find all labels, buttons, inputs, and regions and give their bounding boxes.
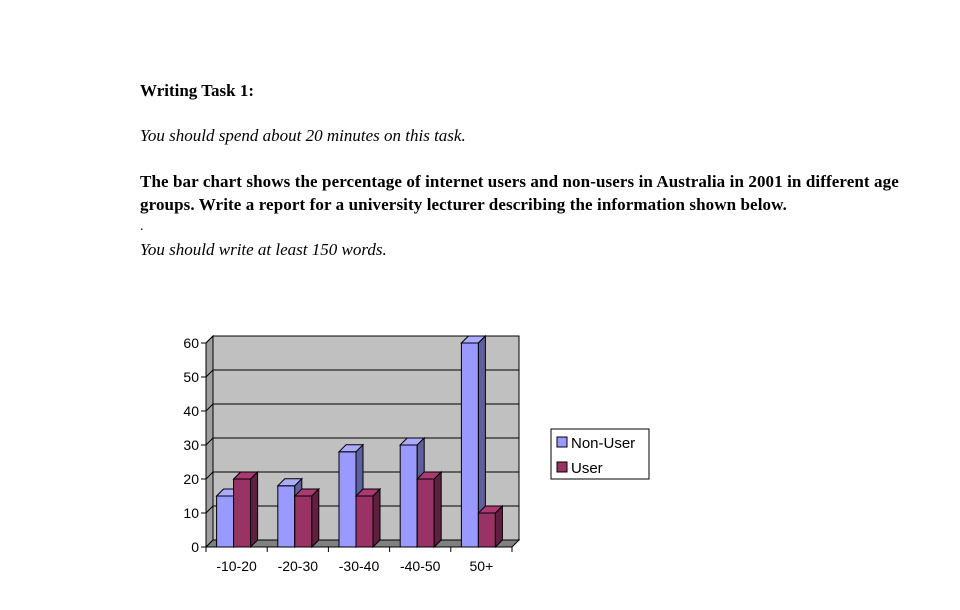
- bar-side-user-3: [372, 487, 381, 549]
- bar-user-3: [355, 495, 374, 548]
- separator-dot: .: [140, 219, 144, 234]
- gridline-side-20: [205, 471, 214, 480]
- bar-side-user-4: [433, 470, 442, 549]
- gridline-side-30: [205, 437, 214, 446]
- task-document: Writing Task 1: You should spend about 2…: [140, 78, 900, 261]
- gridline-side-10: [205, 505, 214, 514]
- bar-side-user-5: [494, 504, 503, 549]
- bar-non-user-4: [399, 444, 418, 548]
- time-instruction: You should spend about 20 minutes on thi…: [140, 126, 466, 145]
- legend-label-non-user: Non-User: [571, 435, 635, 452]
- task-prompt: The bar chart shows the percentage of in…: [140, 172, 899, 214]
- x-tick-label-1: -10-20: [216, 558, 257, 574]
- bar-side-user-1: [250, 470, 259, 549]
- y-tick-label-0: 0: [191, 539, 199, 555]
- bar-non-user-5: [460, 342, 479, 548]
- bar-user-1: [233, 478, 252, 548]
- y-tick-label-50: 50: [183, 369, 199, 385]
- y-tick-label-40: 40: [183, 403, 199, 419]
- x-tick-label-2: -20-30: [278, 558, 319, 574]
- bar-side-user-2: [311, 487, 320, 549]
- bar-non-user-2: [277, 485, 296, 548]
- y-tick-label-30: 30: [183, 437, 199, 453]
- x-tick-label-4: -40-50: [400, 558, 441, 574]
- y-tick-label-10: 10: [183, 505, 199, 521]
- gridline-side-50: [205, 369, 214, 378]
- x-tick-label-3: -30-40: [339, 558, 380, 574]
- task-heading: Writing Task 1:: [140, 81, 255, 100]
- bar-non-user-3: [338, 451, 357, 548]
- gridline-side-40: [205, 403, 214, 412]
- gridline-side-60: [205, 335, 214, 344]
- legend-swatch-user: [556, 461, 568, 473]
- x-tick-label-5: 50+: [470, 558, 494, 574]
- bar-user-2: [294, 495, 313, 548]
- y-tick-label-60: 60: [183, 335, 199, 351]
- y-tick-label-20: 20: [183, 471, 199, 487]
- word-count-instruction: You should write at least 150 words.: [140, 240, 387, 259]
- bar-non-user-1: [216, 495, 235, 548]
- bar-user-4: [416, 478, 435, 548]
- bar-user-5: [477, 512, 496, 548]
- legend-swatch-non-user: [556, 436, 568, 448]
- legend-label-user: User: [571, 460, 603, 477]
